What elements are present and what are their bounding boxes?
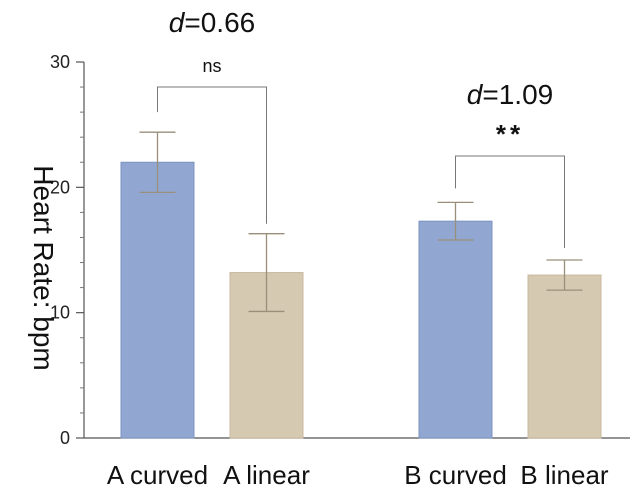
effect-symbol: d bbox=[467, 79, 484, 110]
effect-value: =0.66 bbox=[184, 7, 255, 38]
x-tick-label: A linear bbox=[223, 460, 310, 490]
effect-size-label: d=0.66 bbox=[169, 7, 255, 38]
x-tick-label: B linear bbox=[520, 460, 608, 490]
error-bars bbox=[139, 131, 583, 313]
effect-value: =1.09 bbox=[482, 79, 553, 110]
significance-label: ns bbox=[202, 56, 221, 76]
category-labels: A curved A linear B curved B linear bbox=[107, 460, 609, 490]
bar bbox=[418, 220, 493, 439]
bar bbox=[527, 274, 602, 439]
y-tick-label: 0 bbox=[60, 428, 70, 448]
y-tick-label: 10 bbox=[50, 303, 70, 323]
significance-bracket bbox=[157, 86, 267, 224]
x-tick-label: B curved bbox=[404, 460, 507, 490]
x-tick-label: A curved bbox=[107, 460, 208, 490]
bar bbox=[120, 161, 195, 439]
y-tick-label: 20 bbox=[50, 177, 70, 197]
bars bbox=[120, 161, 602, 439]
significance-bracket bbox=[455, 155, 565, 249]
effect-size-label: d=1.09 bbox=[467, 79, 553, 110]
significance-label: ** bbox=[496, 119, 524, 149]
y-tick-label: 30 bbox=[50, 52, 70, 72]
y-axis-label: Heart Rate: bpm bbox=[28, 165, 59, 370]
effect-symbol: d bbox=[169, 7, 186, 38]
